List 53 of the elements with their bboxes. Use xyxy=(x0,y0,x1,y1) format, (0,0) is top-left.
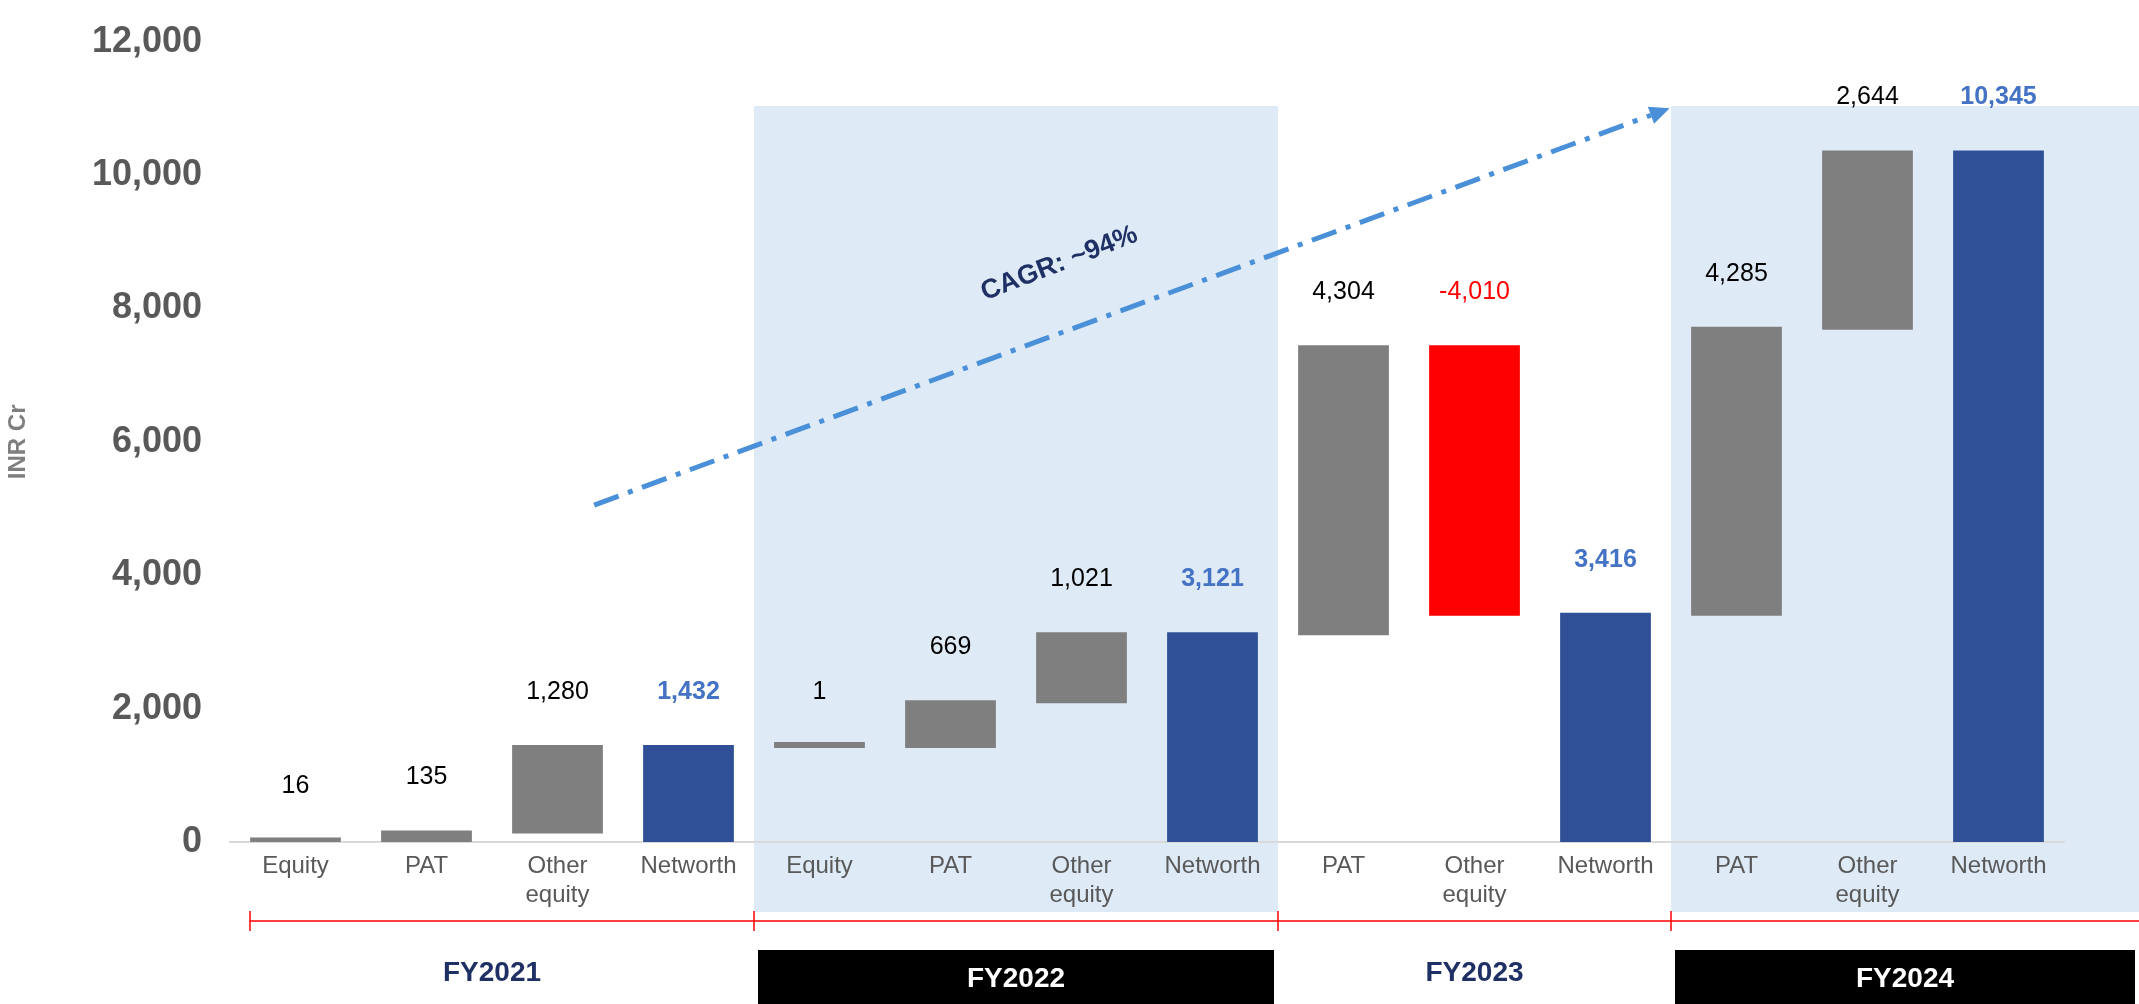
x-tick-label: Networth xyxy=(1164,851,1261,879)
y-tick-label: 0 xyxy=(181,818,202,860)
bar xyxy=(1298,345,1389,636)
x-tick-label: PAT xyxy=(1714,851,1759,879)
y-tick-label: 2,000 xyxy=(111,685,202,727)
data-label: 1,021 xyxy=(1050,563,1113,592)
bar xyxy=(1036,632,1127,704)
data-label: 1,280 xyxy=(526,675,589,704)
x-tick-label: Networth xyxy=(1950,851,2047,879)
data-label: 4,285 xyxy=(1705,257,1768,286)
data-label: 1 xyxy=(812,675,827,704)
x-tick-label: PAT xyxy=(404,851,449,879)
data-label: 3,121 xyxy=(1181,563,1244,592)
bar xyxy=(1560,612,1651,842)
x-tick-label: Other equity xyxy=(1835,851,1900,907)
x-tick-label: PAT xyxy=(1321,851,1366,879)
annotation: CAGR: ~94% xyxy=(976,218,1142,307)
text: FY2021 xyxy=(442,956,542,988)
data-label: 16 xyxy=(281,770,310,799)
text: FY2022 xyxy=(966,962,1066,994)
x-tick-label: Networth xyxy=(640,851,737,879)
bar xyxy=(1429,345,1520,616)
x-tick-label: Other equity xyxy=(1442,851,1507,907)
text: FY2023 xyxy=(1425,956,1524,988)
y-tick-label: 8,000 xyxy=(111,285,202,327)
data-label: 3,416 xyxy=(1574,543,1637,572)
bar xyxy=(1953,150,2044,842)
bar xyxy=(905,700,996,748)
data-label: 669 xyxy=(929,631,972,660)
x-tick-label: Equity xyxy=(786,851,853,879)
data-label: 4,304 xyxy=(1312,276,1375,305)
x-tick-label: Other equity xyxy=(1049,851,1114,907)
y-tick-label: 4,000 xyxy=(111,552,202,594)
y-tick-label: 12,000 xyxy=(91,18,202,60)
x-tick-label: Equity xyxy=(262,851,329,879)
y-tick-label: 6,000 xyxy=(111,418,202,460)
data-label: -4,010 xyxy=(1439,276,1510,305)
bar xyxy=(643,744,734,842)
y-axis-title: INR Cr xyxy=(3,404,31,480)
y-tick-label: 10,000 xyxy=(91,151,202,193)
bar xyxy=(381,830,472,842)
bar xyxy=(512,745,603,834)
bar xyxy=(1167,632,1258,842)
data-label: 135 xyxy=(405,761,448,790)
x-tick-label: Networth xyxy=(1557,851,1654,879)
data-label: 10,345 xyxy=(1960,81,2037,110)
x-tick-label: PAT xyxy=(928,851,973,879)
bar xyxy=(1691,326,1782,616)
bar xyxy=(1822,150,1913,330)
x-tick-label: Other equity xyxy=(525,851,590,907)
data-label: 2,644 xyxy=(1836,81,1899,110)
text: FY2024 xyxy=(1855,962,1955,994)
data-label: 1,432 xyxy=(657,675,720,704)
